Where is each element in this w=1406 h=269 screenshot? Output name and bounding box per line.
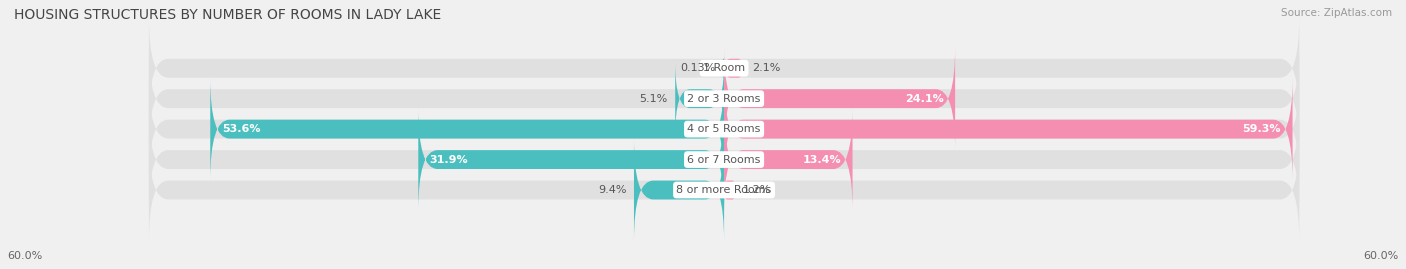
Text: 1 Room: 1 Room (703, 63, 745, 73)
FancyBboxPatch shape (675, 62, 724, 136)
FancyBboxPatch shape (724, 58, 744, 78)
FancyBboxPatch shape (724, 78, 1292, 180)
Text: 53.6%: 53.6% (222, 124, 260, 134)
Text: 2 or 3 Rooms: 2 or 3 Rooms (688, 94, 761, 104)
Text: 2.1%: 2.1% (752, 63, 780, 73)
FancyBboxPatch shape (149, 47, 1299, 150)
Text: 1.2%: 1.2% (744, 185, 772, 195)
FancyBboxPatch shape (724, 108, 852, 211)
FancyBboxPatch shape (149, 139, 1299, 242)
Text: 59.3%: 59.3% (1243, 124, 1281, 134)
FancyBboxPatch shape (418, 108, 724, 211)
Text: 60.0%: 60.0% (1364, 251, 1399, 261)
FancyBboxPatch shape (211, 78, 724, 180)
Text: 6 or 7 Rooms: 6 or 7 Rooms (688, 155, 761, 165)
Text: 4 or 5 Rooms: 4 or 5 Rooms (688, 124, 761, 134)
Text: 8 or more Rooms: 8 or more Rooms (676, 185, 772, 195)
Text: Source: ZipAtlas.com: Source: ZipAtlas.com (1281, 8, 1392, 18)
FancyBboxPatch shape (149, 17, 1299, 120)
Text: 5.1%: 5.1% (640, 94, 668, 104)
Text: 24.1%: 24.1% (905, 94, 943, 104)
Text: 0.13%: 0.13% (681, 63, 716, 73)
FancyBboxPatch shape (149, 108, 1299, 211)
Text: 13.4%: 13.4% (803, 155, 841, 165)
Text: 60.0%: 60.0% (7, 251, 42, 261)
Text: HOUSING STRUCTURES BY NUMBER OF ROOMS IN LADY LAKE: HOUSING STRUCTURES BY NUMBER OF ROOMS IN… (14, 8, 441, 22)
Text: 31.9%: 31.9% (430, 155, 468, 165)
FancyBboxPatch shape (149, 78, 1299, 180)
FancyBboxPatch shape (724, 47, 955, 150)
Text: 9.4%: 9.4% (598, 185, 626, 195)
FancyBboxPatch shape (634, 139, 724, 242)
FancyBboxPatch shape (724, 180, 735, 200)
